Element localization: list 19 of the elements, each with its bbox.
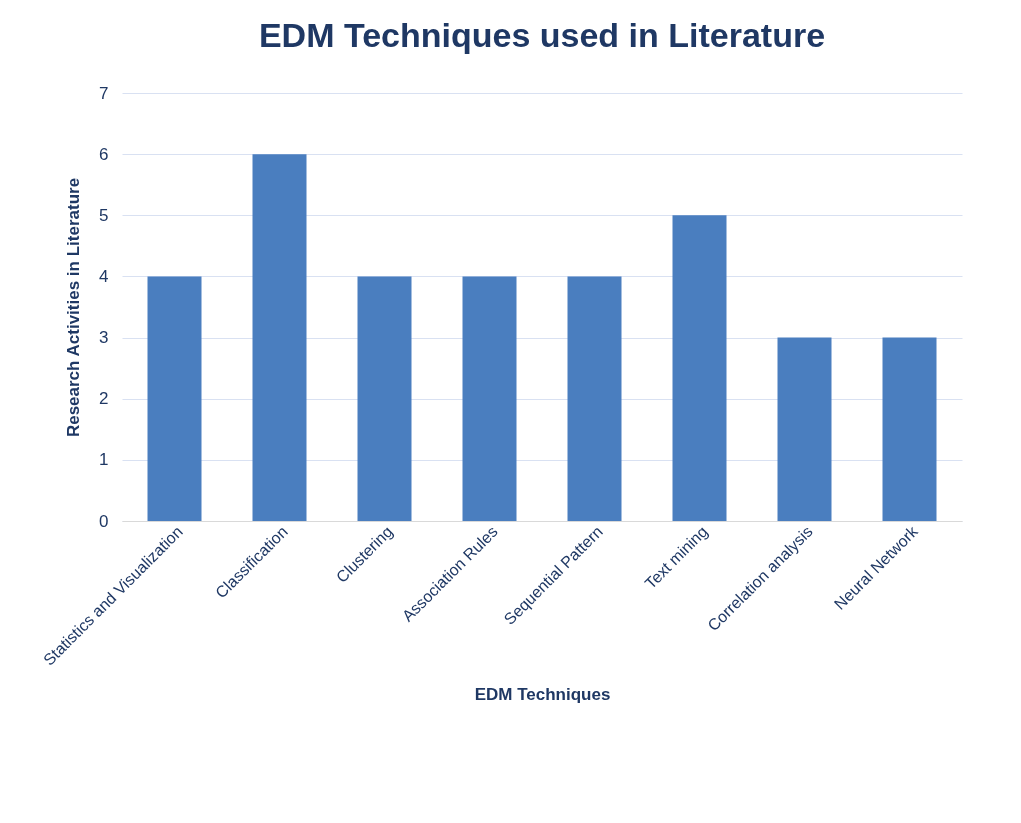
bar — [357, 276, 412, 521]
bar — [882, 337, 937, 521]
y-axis-title: Research Activities in Literature — [64, 177, 84, 438]
bar — [567, 276, 622, 521]
chart-title: EDM Techniques used in Literature — [258, 16, 826, 54]
y-tick-label: 4 — [99, 266, 109, 286]
bar — [252, 154, 307, 521]
bar — [672, 215, 727, 521]
y-tick-label: 3 — [99, 328, 109, 348]
x-axis-title: EDM Techniques — [474, 684, 611, 704]
y-tick-label: 7 — [99, 83, 109, 103]
bar — [462, 276, 517, 521]
bar — [777, 337, 832, 521]
y-tick-label: 1 — [99, 450, 109, 470]
y-tick-label: 5 — [99, 205, 109, 225]
bar — [147, 276, 202, 521]
y-tick-label: 6 — [99, 144, 109, 164]
y-tick-label: 2 — [99, 389, 109, 409]
y-tick-label: 0 — [99, 511, 109, 531]
